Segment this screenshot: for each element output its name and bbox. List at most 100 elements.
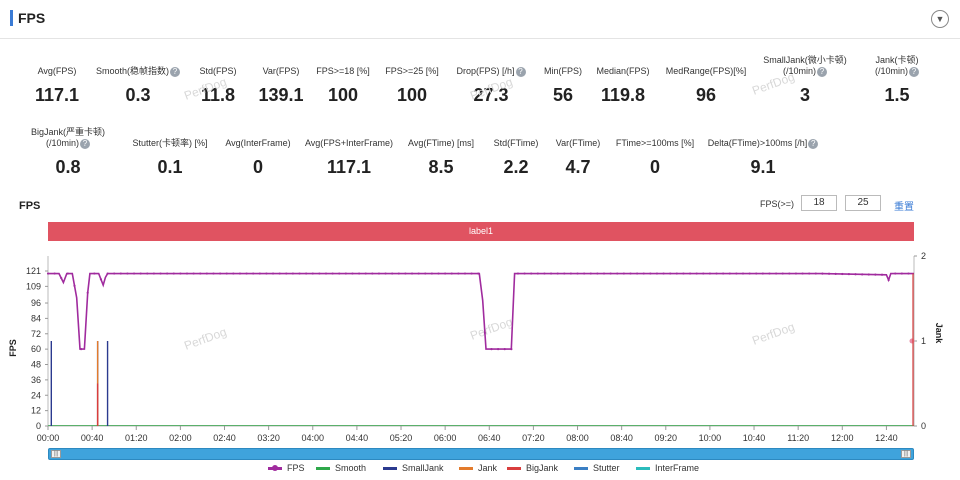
fps-point xyxy=(622,272,625,275)
stat-label: BigJank(严重卡顿) xyxy=(30,127,105,137)
fps-point xyxy=(669,272,672,275)
fps-point xyxy=(880,273,884,276)
y-tick-label: 96 xyxy=(31,298,41,308)
y-tick-label: 84 xyxy=(31,313,41,323)
legend-item-smooth[interactable]: Smooth xyxy=(316,463,366,473)
fps-point xyxy=(821,272,824,275)
scrollbar-left-handle[interactable]: ||| xyxy=(51,450,61,458)
stat-label: Avg(InterFrame) xyxy=(225,138,291,148)
row2-stat-2: Avg(InterFrame) 0 xyxy=(198,138,318,177)
legend-item-interframe[interactable]: InterFrame xyxy=(636,463,699,473)
x-tick-label: 07:20 xyxy=(522,433,545,443)
row1-stat-6: Drop(FPS) [/h]? 27.3 xyxy=(431,66,551,105)
fps-point xyxy=(854,273,857,276)
fps-point xyxy=(205,272,208,275)
fps-point xyxy=(728,272,731,275)
fps-point xyxy=(861,273,864,276)
stat-value: 1.5 xyxy=(884,85,910,105)
time-scrollbar[interactable]: ||| ||| xyxy=(48,448,914,460)
legend-item-smalljank[interactable]: SmallJank xyxy=(383,463,444,473)
fps-point xyxy=(768,272,771,275)
x-tick-label: 12:40 xyxy=(875,433,898,443)
stat-label: Avg(FTime) [ms] xyxy=(407,138,474,148)
legend-item-stutter[interactable]: Stutter xyxy=(574,463,620,473)
stat-label: Var(FPS) xyxy=(262,66,300,76)
row1-stat-2: Std(FPS) 11.8 xyxy=(158,66,278,105)
fps-point xyxy=(146,272,149,275)
row1-stat-3: Var(FPS) 139.1 xyxy=(221,66,341,105)
stat-label: FPS>=25 [%] xyxy=(385,66,439,76)
fps-point xyxy=(139,272,142,275)
stat-value: 11.8 xyxy=(200,85,236,105)
x-tick-label: 00:00 xyxy=(37,433,60,443)
fps-point xyxy=(563,272,566,275)
help-icon[interactable]: ? xyxy=(817,66,827,77)
threshold-input-2[interactable]: 25 xyxy=(845,195,881,211)
help-icon[interactable]: ? xyxy=(170,66,180,77)
fps-point xyxy=(53,272,56,275)
x-tick-label: 05:20 xyxy=(390,433,413,443)
scrollbar-right-handle[interactable]: ||| xyxy=(901,450,911,458)
stat-label: Delta(FTime)>100ms [/h]? xyxy=(703,138,823,149)
fps-point xyxy=(841,272,844,276)
chevron-down-icon[interactable]: ▼ xyxy=(931,10,949,28)
fps-point xyxy=(900,272,903,275)
fps-point xyxy=(649,272,652,275)
fps-point xyxy=(775,272,778,275)
fps-point xyxy=(616,272,619,275)
x-tick-label: 00:40 xyxy=(81,433,104,443)
legend-item-bigjank[interactable]: BigJank xyxy=(507,463,558,473)
stat-label: Avg(FPS) xyxy=(37,66,77,76)
fps-point xyxy=(66,272,69,275)
reset-button[interactable]: 重置 xyxy=(894,202,914,213)
help-icon[interactable]: ? xyxy=(515,66,526,77)
stat-value: 3 xyxy=(799,85,810,105)
legend-item-fps[interactable]: FPS xyxy=(268,463,305,473)
stat-value: 8.5 xyxy=(428,157,454,177)
legend-item-jank[interactable]: Jank xyxy=(459,463,497,473)
fps-point xyxy=(735,272,738,275)
fps-point xyxy=(212,272,215,275)
fps-point xyxy=(834,272,837,275)
stat-label: Min(FPS) xyxy=(544,66,582,76)
stat-value: 4.7 xyxy=(565,157,591,177)
fps-point xyxy=(708,272,712,275)
stat-value: 0.3 xyxy=(125,85,151,105)
y-tick-label: 36 xyxy=(31,375,41,385)
fps-point xyxy=(166,272,169,275)
chart-title: FPS xyxy=(19,200,41,212)
fps-point xyxy=(655,272,659,275)
header-divider xyxy=(0,38,960,39)
fps-point xyxy=(636,272,639,275)
threshold-input-1[interactable]: 18 xyxy=(801,195,837,211)
stat-label: MedRange(FPS)[%] xyxy=(665,66,747,76)
help-icon[interactable]: ? xyxy=(808,138,819,149)
y2-tick-label: 1 xyxy=(921,336,926,346)
fps-point xyxy=(252,272,255,275)
legend-label: BigJank xyxy=(526,463,559,473)
row2-stat-4: Avg(FTime) [ms] 8.5 xyxy=(381,138,501,177)
row1-stat-5: FPS>=25 [%] 100 xyxy=(352,66,472,105)
fps-point xyxy=(609,272,612,275)
row1-stat-10: SmallJank(微小卡顿) (/10min)? 3 xyxy=(745,55,865,105)
fps-point xyxy=(93,272,96,275)
stat-label-unit: (/10min)? xyxy=(837,66,957,77)
fps-point xyxy=(437,272,440,275)
stat-label: Median(FPS) xyxy=(596,66,650,76)
stat-value: 0 xyxy=(252,157,263,177)
help-icon[interactable]: ? xyxy=(80,138,90,149)
stat-value: 139.1 xyxy=(258,85,304,105)
y-tick-label: 12 xyxy=(31,406,41,416)
fps-point xyxy=(814,272,817,275)
fps-point xyxy=(874,273,877,276)
panel-header: FPS ▼ xyxy=(0,0,960,36)
legend-label: InterFrame xyxy=(655,463,700,473)
x-tick-label: 11:20 xyxy=(787,433,809,443)
fps-point xyxy=(702,272,705,275)
row2-stat-1: Stutter(卡顿率) [%] 0.1 xyxy=(110,138,230,177)
help-icon[interactable]: ? xyxy=(909,66,919,77)
fps-point xyxy=(351,272,354,275)
fps-point xyxy=(662,272,665,275)
label-band[interactable]: label1 xyxy=(48,222,914,241)
fps-point xyxy=(179,272,182,275)
